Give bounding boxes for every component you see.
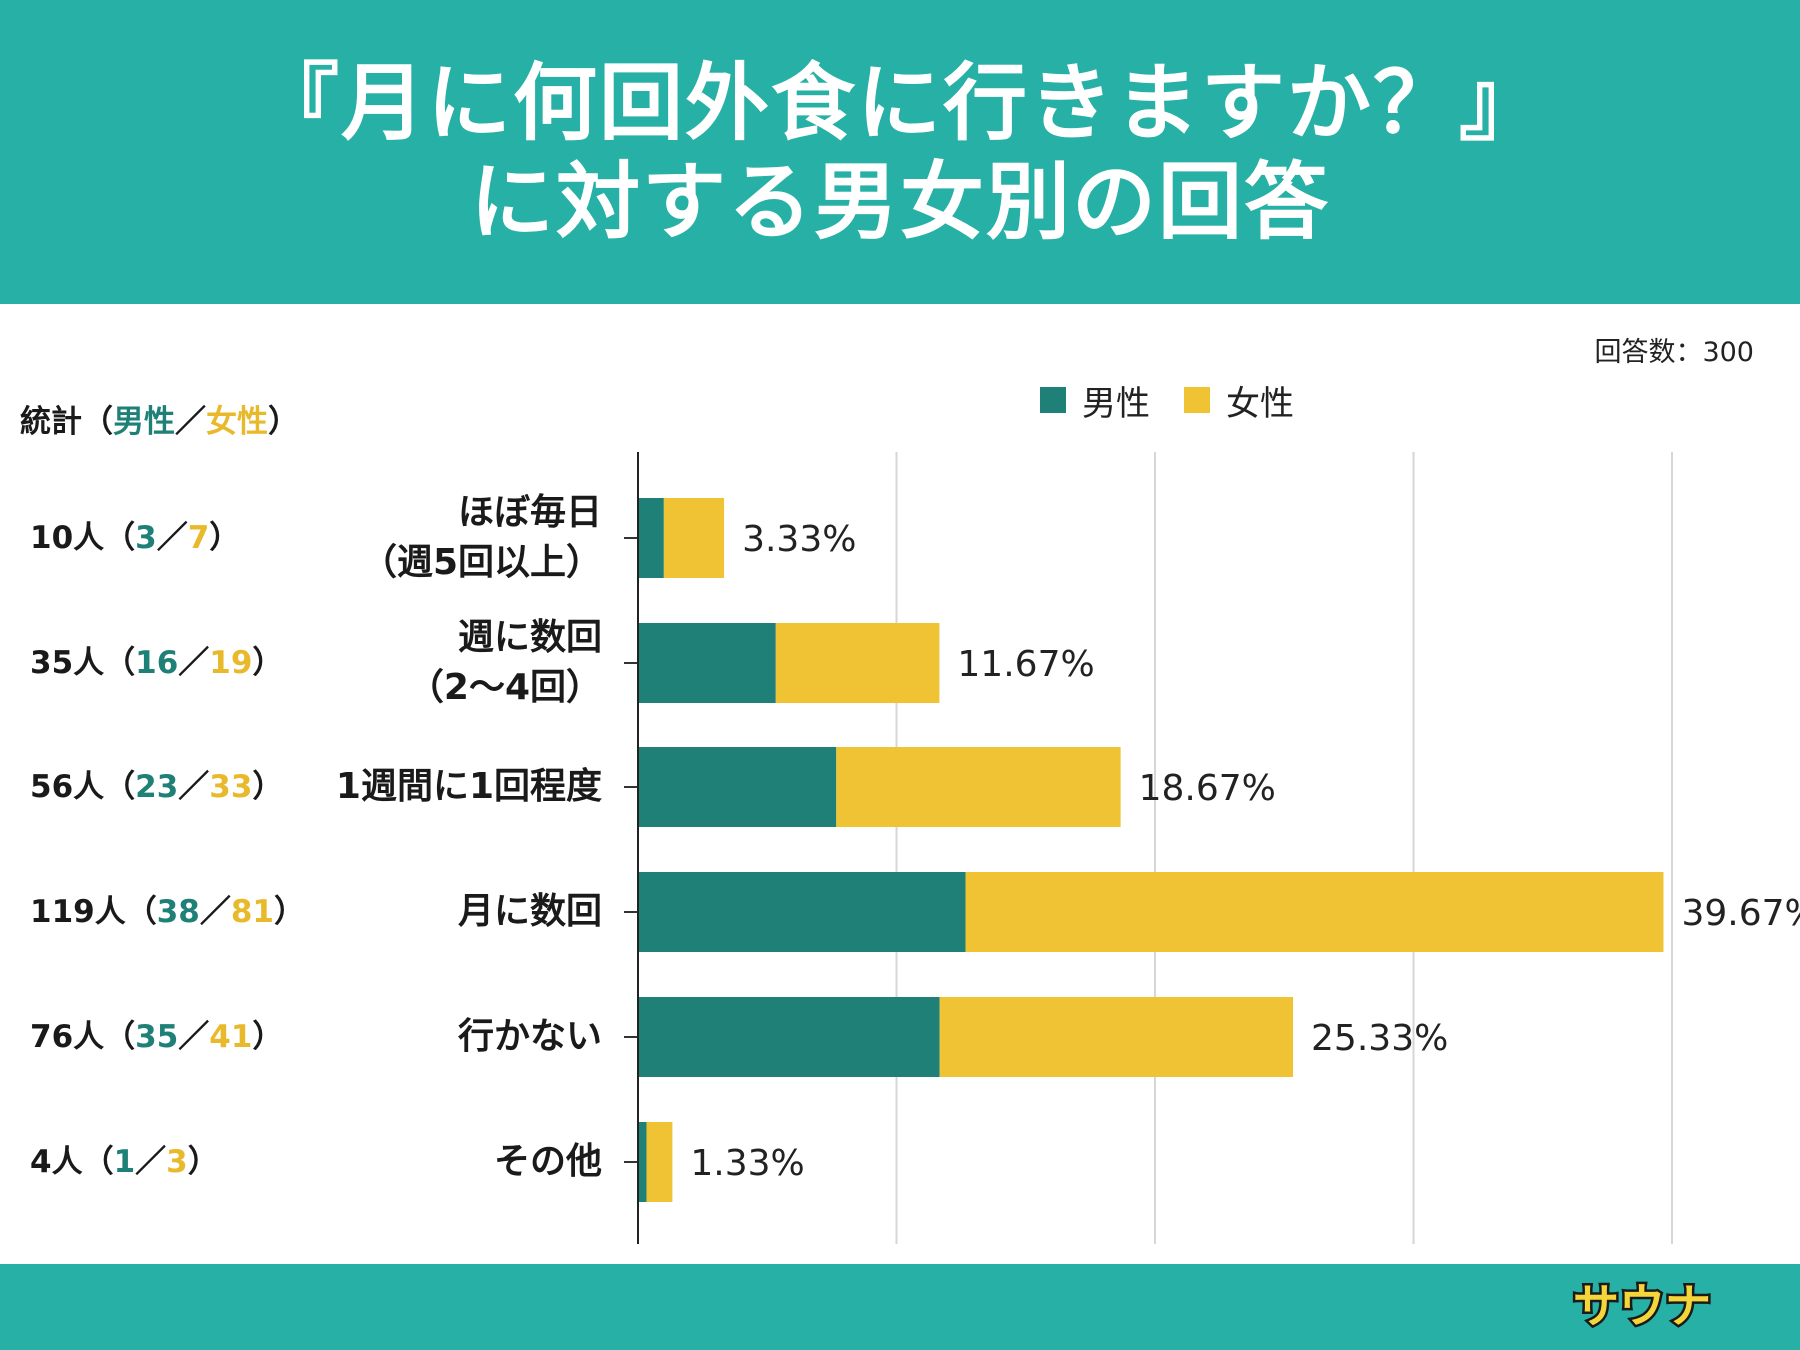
bar-female-2 <box>836 747 1121 827</box>
legend-label-female: 女性 <box>1226 383 1294 424</box>
stat-sep: ／ <box>199 894 231 930</box>
stat-female: 41 <box>209 1019 253 1055</box>
category-label-line2: （2〜4回） <box>407 667 602 708</box>
stats-header: 統計（男性／女性） <box>20 396 299 441</box>
stat-total: 76人（ <box>30 1019 136 1055</box>
logo-text: サウナ <box>1573 1279 1711 1333</box>
bar-male-4 <box>638 997 940 1077</box>
stat-sep: ／ <box>178 645 210 681</box>
category-label-4: 行かない <box>458 1012 602 1062</box>
stat-sep: ／ <box>156 520 188 556</box>
category-label-3: 月に数回 <box>458 887 602 937</box>
stat-total: 35人（ <box>30 645 136 681</box>
legend-label-male: 男性 <box>1082 383 1150 424</box>
stat-female: 7 <box>187 520 210 556</box>
stat-female: 33 <box>209 769 253 805</box>
stat-female: 81 <box>230 894 274 930</box>
data-label-3: 39.67% <box>1681 893 1800 934</box>
stat-female: 19 <box>209 645 253 681</box>
bar-female-0 <box>663 498 725 578</box>
stat-male: 1 <box>113 1144 136 1180</box>
stat-row-4: 76人（35／41） <box>30 1017 283 1057</box>
stat-sep: ／ <box>178 769 210 805</box>
stat-sep: ／ <box>178 1019 210 1055</box>
data-label-4: 25.33% <box>1311 1018 1448 1059</box>
stat-male: 35 <box>135 1019 179 1055</box>
category-label-line1: その他 <box>493 1141 602 1182</box>
stats-header-suffix: ） <box>268 404 299 440</box>
stat-total: 56人（ <box>30 769 136 805</box>
stats-header-sep: ／ <box>175 404 206 440</box>
stat-row-2: 56人（23／33） <box>30 767 283 807</box>
category-label-1: 週に数回 （2〜4回） <box>408 613 602 713</box>
category-label-5: その他 <box>494 1137 602 1187</box>
stat-female: 3 <box>166 1144 188 1180</box>
data-label-2: 18.67% <box>1139 768 1276 809</box>
category-label-line1: 週に数回 <box>457 617 602 658</box>
stat-male: 16 <box>135 645 179 681</box>
category-label-line2: （週5回以上） <box>360 542 602 583</box>
category-label-2: 1週間に1回程度 <box>336 762 602 812</box>
stat-row-0: 10人（3／7） <box>30 518 240 558</box>
stats-header-prefix: 統計（ <box>20 404 113 440</box>
stat-row-3: 119人（38／81） <box>30 892 305 932</box>
legend-swatch-female <box>1184 387 1210 413</box>
category-label-line1: 行かない <box>457 1016 602 1057</box>
bar-female-5 <box>646 1122 673 1202</box>
category-label-line1: ほぼ毎日 <box>457 492 602 533</box>
chart-title-line2: に対する男女別の回答 <box>469 153 1330 251</box>
bar-male-0 <box>638 498 664 578</box>
bar-female-3 <box>965 872 1664 952</box>
bar-male-1 <box>638 623 776 703</box>
response-count: 回答数：300 <box>1594 337 1754 368</box>
bar-male-2 <box>638 747 837 827</box>
stat-row-1: 35人（16／19） <box>30 643 283 683</box>
data-label-0: 3.33% <box>742 519 856 560</box>
legend-item-female: 女性 <box>1184 376 1294 425</box>
stat-total: 119人（ <box>30 894 157 930</box>
stat-total: 10人（ <box>30 520 136 556</box>
stat-close: ） <box>252 1019 284 1055</box>
footer-bar <box>0 1264 1800 1350</box>
bar-female-4 <box>939 997 1294 1077</box>
data-label-1: 11.67% <box>957 644 1094 685</box>
bar-male-5 <box>638 1122 647 1202</box>
stats-header-male: 男性 <box>113 404 175 440</box>
stats-header-female: 女性 <box>206 404 268 440</box>
header-banner: 『月に何回外食に行きますか？』 に対する男女別の回答 <box>0 0 1800 304</box>
stat-close: ） <box>252 645 284 681</box>
bar-male-3 <box>638 872 966 952</box>
bar-female-1 <box>775 623 940 703</box>
stat-close: ） <box>209 520 241 556</box>
category-label-line1: 月に数回 <box>457 891 602 932</box>
stat-row-5: 4人（1／3） <box>30 1142 219 1182</box>
stat-male: 38 <box>156 894 200 930</box>
stat-sep: ／ <box>135 1144 167 1180</box>
stat-close: ） <box>187 1144 219 1180</box>
chart-title-line1: 『月に何回外食に行きますか？』 <box>254 54 1545 152</box>
stat-total: 4人（ <box>30 1144 114 1180</box>
stat-male: 23 <box>135 769 179 805</box>
stat-close: ） <box>274 894 305 930</box>
data-label-5: 1.33% <box>690 1143 804 1184</box>
category-label-line1: 1週間に1回程度 <box>335 766 602 807</box>
legend: 男性 女性 <box>1040 376 1328 425</box>
saunatch-logo: サウナ <box>1571 1277 1714 1336</box>
legend-item-male: 男性 <box>1040 376 1150 425</box>
category-label-0: ほぼ毎日 （週5回以上） <box>361 488 602 588</box>
stat-male: 3 <box>135 520 157 556</box>
stat-close: ） <box>252 769 284 805</box>
legend-swatch-male <box>1040 387 1066 413</box>
